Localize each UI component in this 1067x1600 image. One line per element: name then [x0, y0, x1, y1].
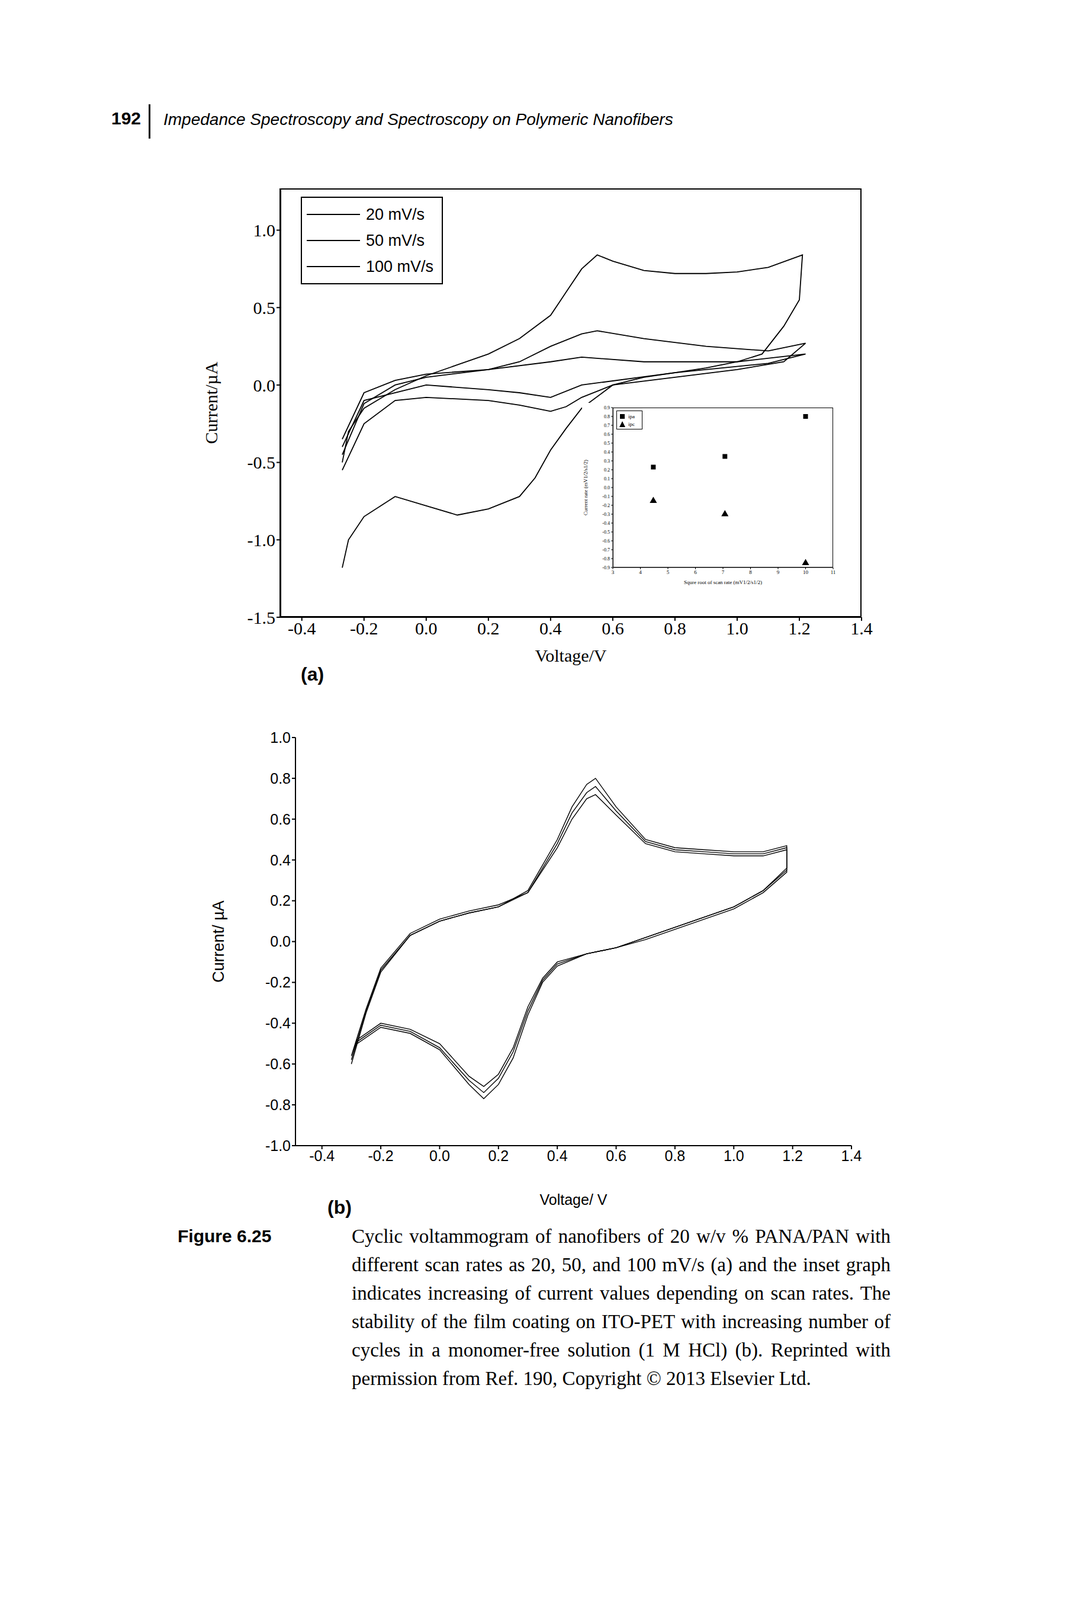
svg-text:Current/µA: Current/µA	[201, 361, 221, 444]
svg-text:0.7: 0.7	[603, 422, 610, 429]
svg-text:1.4: 1.4	[841, 1146, 863, 1164]
svg-text:1.0: 1.0	[270, 728, 291, 746]
html-text:Impedance Spectroscopy and Spe: Impedance Spectroscopy and Spectroscopy …	[163, 110, 674, 129]
svg-text:0.6: 0.6	[605, 1146, 627, 1164]
svg-text:8: 8	[749, 569, 752, 575]
svg-text:0.8: 0.8	[603, 413, 610, 420]
svg-text:0.6: 0.6	[270, 810, 291, 828]
svg-text:1.0: 1.0	[723, 1146, 745, 1164]
svg-text:Current/ µA: Current/ µA	[209, 900, 228, 983]
svg-text:0.0: 0.0	[270, 932, 291, 950]
svg-text:-0.4: -0.4	[309, 1146, 335, 1164]
svg-text:-0.4: -0.4	[287, 618, 317, 638]
svg-text:0.4: 0.4	[547, 1146, 568, 1164]
html-text:50 mV/s: 50 mV/s	[365, 231, 425, 249]
svg-text:0.6: 0.6	[601, 618, 625, 638]
html-text:ipc: ipc	[628, 420, 635, 427]
svg-text:-0.2: -0.2	[602, 502, 610, 509]
svg-text:-0.8: -0.8	[265, 1096, 291, 1113]
svg-text:9: 9	[776, 569, 780, 575]
svg-text:1.4: 1.4	[850, 618, 873, 638]
svg-text:-0.4: -0.4	[265, 1014, 291, 1031]
svg-text:1.2: 1.2	[788, 618, 811, 638]
svg-text:-1.0: -1.0	[265, 1136, 291, 1154]
svg-text:-0.4: -0.4	[602, 520, 610, 526]
svg-text:0.2: 0.2	[603, 467, 610, 473]
svg-text:0.0: 0.0	[429, 1146, 451, 1164]
svg-text:0.0: 0.0	[415, 618, 438, 638]
svg-text:3: 3	[611, 569, 615, 575]
svg-text:-0.6: -0.6	[602, 538, 610, 544]
svg-text:7: 7	[721, 569, 725, 575]
html-text:(b): (b)	[327, 1196, 352, 1218]
svg-text:0.2: 0.2	[270, 891, 291, 909]
svg-text:0.0: 0.0	[603, 484, 610, 491]
svg-text:0.4: 0.4	[539, 618, 562, 638]
svg-text:-1.0: -1.0	[247, 529, 276, 550]
svg-text:Voltage/V: Voltage/V	[534, 645, 607, 665]
svg-text:0.6: 0.6	[603, 431, 610, 437]
svg-text:0.9: 0.9	[603, 405, 610, 411]
svg-text:6: 6	[693, 569, 697, 575]
svg-text:-0.8: -0.8	[602, 556, 610, 562]
svg-text:1.0: 1.0	[725, 618, 749, 638]
svg-text:-0.2: -0.2	[368, 1146, 394, 1164]
svg-text:10: 10	[802, 569, 809, 575]
svg-text:0.1: 0.1	[603, 476, 610, 482]
svg-text:0.3: 0.3	[603, 458, 610, 464]
svg-text:0.8: 0.8	[270, 769, 291, 787]
svg-text:Voltage/ V: Voltage/ V	[540, 1190, 608, 1208]
svg-text:-0.2: -0.2	[265, 973, 291, 991]
svg-text:-0.9: -0.9	[602, 564, 610, 571]
svg-text:-0.1: -0.1	[602, 493, 610, 500]
svg-text:-0.5: -0.5	[602, 529, 610, 535]
svg-text:0.5: 0.5	[253, 297, 276, 318]
svg-text:-0.2: -0.2	[349, 618, 379, 638]
svg-text:0.5: 0.5	[603, 440, 610, 446]
svg-text:-0.3: -0.3	[602, 511, 610, 517]
svg-text:4: 4	[638, 569, 642, 575]
html-text:100 mV/s: 100 mV/s	[365, 257, 434, 276]
html-text:192: 192	[111, 108, 141, 128]
html-text:Figure 6.25: Figure 6.25	[177, 1225, 272, 1246]
html-text:20 mV/s: 20 mV/s	[365, 205, 425, 223]
svg-text:0.8: 0.8	[663, 618, 687, 638]
svg-text:1.0: 1.0	[253, 220, 276, 240]
svg-text:0.4: 0.4	[270, 851, 291, 869]
html-text:Cyclic voltammogram of nanofib: Cyclic voltammogram of nanofibers of 20 …	[351, 1225, 891, 1389]
html-text:ipa: ipa	[628, 413, 635, 419]
svg-text:0.2: 0.2	[477, 618, 500, 638]
svg-text:1.2: 1.2	[782, 1146, 803, 1164]
svg-text:0.2: 0.2	[487, 1146, 509, 1164]
svg-text:5: 5	[666, 569, 670, 575]
svg-text:-0.6: -0.6	[265, 1055, 291, 1072]
svg-text:Current rate (mV1/2/s1/2): Current rate (mV1/2/s1/2)	[582, 459, 589, 516]
svg-text:0.0: 0.0	[253, 375, 276, 395]
svg-text:0.4: 0.4	[603, 449, 610, 455]
html-text:(a): (a)	[300, 663, 324, 685]
svg-text:-1.5: -1.5	[247, 607, 276, 628]
svg-text:Squre root of scan rate (mV1/2: Squre root of scan rate (mV1/2/s1/2)	[683, 579, 763, 586]
svg-text:-0.5: -0.5	[247, 452, 276, 472]
svg-text:-0.7: -0.7	[602, 547, 610, 553]
svg-text:0.8: 0.8	[664, 1146, 686, 1164]
svg-text:11: 11	[830, 569, 837, 575]
